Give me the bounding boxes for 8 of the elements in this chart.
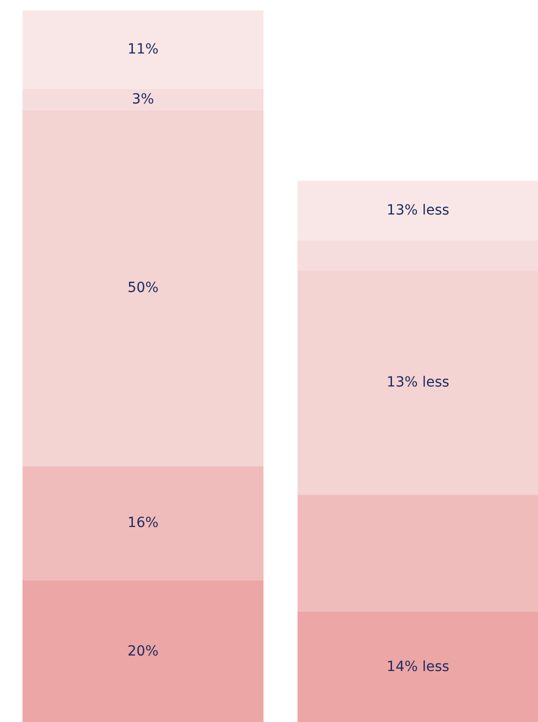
data-label: 11%	[127, 42, 159, 58]
data-label: 20%	[127, 643, 159, 660]
annotation: 13% less	[386, 374, 450, 391]
annotation: 13% less	[386, 202, 450, 219]
data-label: 16%	[127, 515, 159, 532]
annotation: 14% less	[386, 658, 450, 675]
data-label: 3%	[132, 91, 154, 108]
data-label: 50%	[127, 280, 159, 296]
